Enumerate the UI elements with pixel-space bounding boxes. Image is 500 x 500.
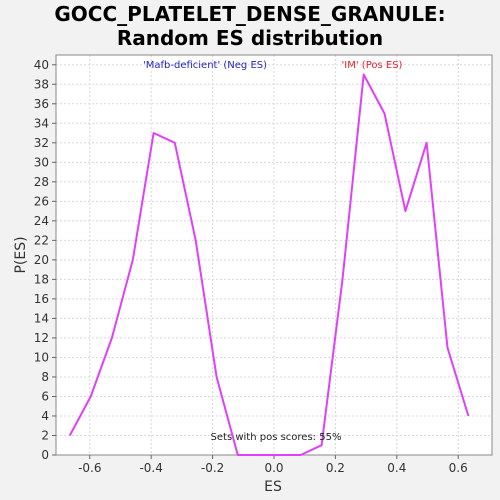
y-tick-label: 40 <box>34 58 49 72</box>
x-tick-label: 0.2 <box>326 461 345 475</box>
series-layer <box>68 73 470 456</box>
chart-title-line-1: GOCC_PLATELET_DENSE_GRANULE: <box>54 2 446 26</box>
grid-layer <box>56 55 492 456</box>
chart-title-line-2: Random ES distribution <box>116 26 384 50</box>
y-tick-label: 28 <box>34 175 49 189</box>
pos-scores-note: Sets with pos scores: 55% <box>211 432 342 443</box>
y-tick-label: 34 <box>34 116 49 130</box>
y-tick-label: 6 <box>41 389 49 403</box>
x-axis-label: ES <box>264 479 282 495</box>
x-tick-label: -0.6 <box>78 461 101 475</box>
y-tick-label: 12 <box>34 331 49 345</box>
y-tick-label: 22 <box>34 233 49 247</box>
x-tick-label: 0.4 <box>387 461 406 475</box>
x-tick-label: 0.0 <box>264 461 283 475</box>
labels-layer: ES P(ES) 'Mafb-deficient' (Neg ES) 'IM' … <box>13 60 403 495</box>
y-tick-label: 16 <box>34 292 49 306</box>
y-tick-label: 4 <box>41 409 49 423</box>
y-tick-label: 18 <box>34 272 49 286</box>
x-tick-label: -0.2 <box>201 461 224 475</box>
y-tick-label: 2 <box>41 428 49 442</box>
pos-es-label: 'IM' (Pos ES) <box>342 60 403 71</box>
x-tick-label: -0.4 <box>139 461 162 475</box>
y-tick-label: 24 <box>34 214 49 228</box>
y-tick-label: 20 <box>34 253 49 267</box>
y-tick-label: 36 <box>34 97 49 111</box>
y-tick-label: 8 <box>41 370 49 384</box>
y-tick-label: 32 <box>34 136 49 150</box>
y-tick-label: 0 <box>41 448 49 462</box>
x-tick-label: 0.6 <box>449 461 468 475</box>
y-tick-label: 30 <box>34 155 49 169</box>
y-tick-label: 26 <box>34 194 49 208</box>
y-tick-label: 14 <box>34 311 49 325</box>
y-tick-label: 38 <box>34 77 49 91</box>
y-tick-label: 10 <box>34 350 49 364</box>
es-distribution-line <box>68 73 470 456</box>
neg-es-label: 'Mafb-deficient' (Neg ES) <box>143 60 267 71</box>
y-axis-label: P(ES) <box>13 236 29 273</box>
